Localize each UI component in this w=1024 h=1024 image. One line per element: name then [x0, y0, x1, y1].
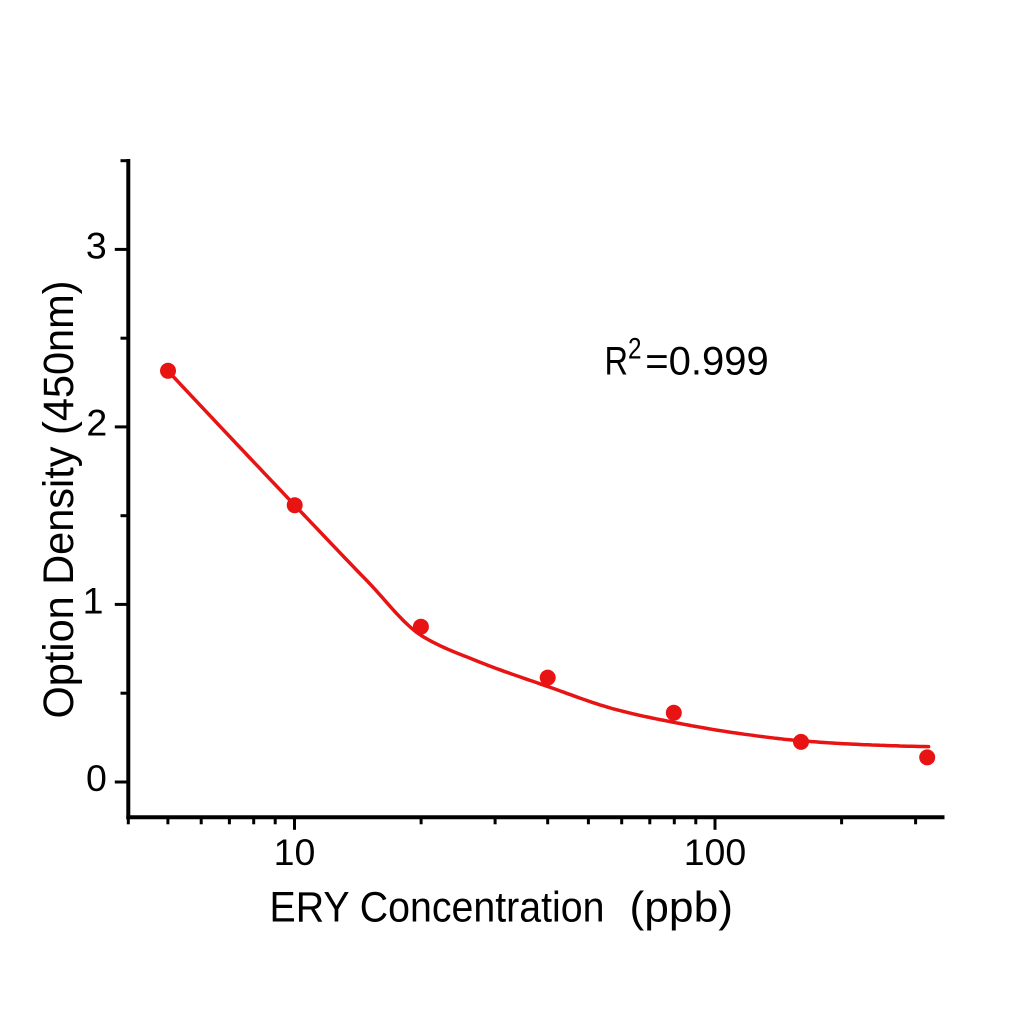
svg-text:3: 3: [86, 224, 107, 266]
svg-text:Option Density (450nm): Option Density (450nm): [36, 281, 83, 719]
svg-text:2: 2: [86, 402, 107, 444]
svg-text:(ppb): (ppb): [630, 884, 734, 931]
svg-text:=0.999: =0.999: [645, 340, 768, 384]
svg-text:2: 2: [628, 333, 642, 366]
svg-text:R: R: [605, 340, 629, 384]
svg-text:100: 100: [684, 831, 747, 873]
svg-text:1: 1: [83, 580, 104, 622]
svg-text:ERY Concentration: ERY Concentration: [270, 884, 605, 931]
svg-text:0: 0: [86, 757, 107, 799]
svg-text:10: 10: [274, 831, 316, 873]
